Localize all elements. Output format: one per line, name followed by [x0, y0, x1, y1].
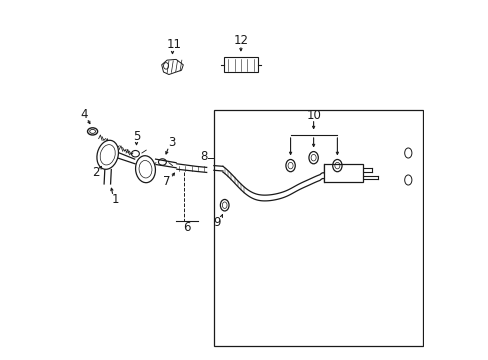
Text: 3: 3	[168, 136, 175, 149]
Text: 10: 10	[305, 109, 321, 122]
Text: 1: 1	[112, 193, 119, 206]
Text: 5: 5	[133, 130, 140, 143]
Text: 6: 6	[183, 221, 190, 234]
Text: 11: 11	[166, 38, 182, 51]
Bar	[323, 164, 363, 182]
Text: 4: 4	[81, 108, 88, 121]
Text: 8: 8	[200, 150, 207, 163]
Text: 12: 12	[234, 34, 248, 47]
Text: 2: 2	[92, 166, 100, 179]
Text: 9: 9	[213, 216, 221, 229]
Bar	[213, 110, 422, 346]
Text: 7: 7	[163, 175, 170, 188]
Ellipse shape	[97, 140, 118, 169]
Bar	[224, 57, 258, 72]
Ellipse shape	[135, 156, 155, 183]
